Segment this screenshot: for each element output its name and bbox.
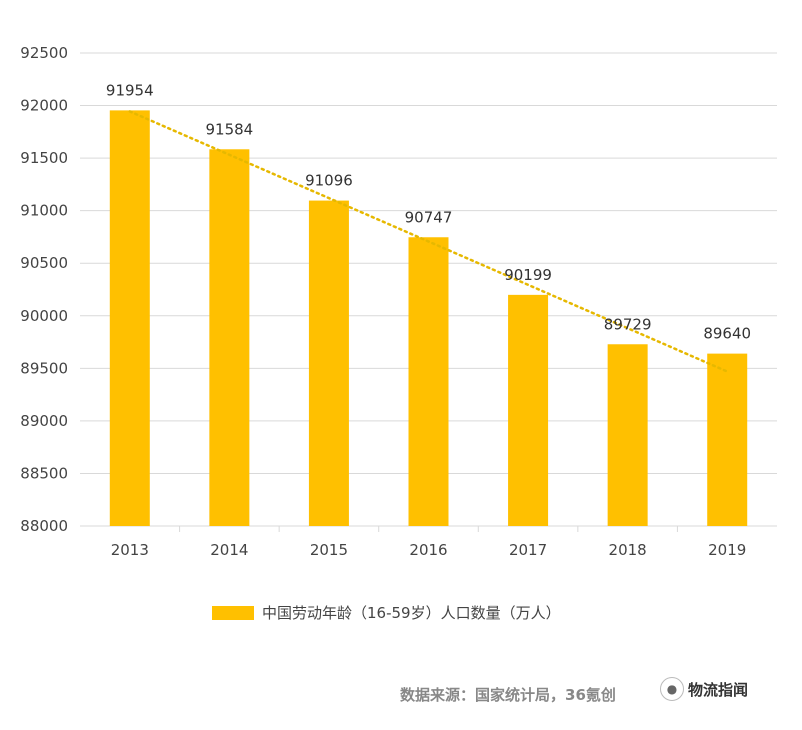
data-labels: 91954 91584 91096 90747 90199 89729 89640: [106, 81, 751, 342]
data-label: 90199: [504, 266, 552, 284]
y-tick-label: 89000: [20, 412, 68, 430]
y-tick-label: 90500: [20, 254, 68, 272]
chat-bubble-icon: ●: [660, 677, 684, 701]
x-tick-label: 2014: [210, 541, 248, 559]
data-label: 90747: [405, 208, 453, 226]
data-label: 91584: [205, 120, 253, 138]
y-tick-label: 92000: [20, 97, 68, 115]
bar: [508, 294, 549, 526]
watermark-text: 物流指闻: [688, 678, 749, 700]
data-label: 89729: [604, 315, 652, 333]
bar: [109, 110, 150, 527]
trendline-path: [128, 110, 729, 373]
x-tick-label: 2013: [111, 541, 149, 559]
y-tick-label: 88500: [20, 464, 68, 482]
x-tick-label: 2016: [409, 541, 447, 559]
y-tick-label: 91500: [20, 149, 68, 167]
x-axis-ticks: 2013 2014 2015 2016 2017 2018 2019: [111, 541, 747, 559]
bars: [109, 110, 748, 527]
watermark: ● 物流指闻: [660, 677, 749, 701]
bar-chart: 88000 88500 89000 89500 90000 90500 91000 91500…: [20, 44, 777, 559]
data-label: 91954: [106, 81, 154, 99]
data-label: 91096: [305, 172, 353, 190]
trendline: [128, 110, 729, 373]
data-label: 89640: [703, 325, 751, 343]
bar: [308, 200, 349, 527]
y-tick-label: 92500: [20, 44, 68, 62]
y-tick-label: 88000: [20, 517, 68, 535]
y-tick-label: 90000: [20, 307, 68, 325]
y-tick-label: 91000: [20, 202, 68, 220]
legend: 中国劳动年龄（16-59岁）人口数量（万人）: [212, 602, 561, 623]
source-note: 数据来源：国家统计局，36氪创: [400, 686, 616, 704]
x-tick-label: 2015: [310, 541, 348, 559]
legend-label: 中国劳动年龄（16-59岁）人口数量（万人）: [262, 604, 561, 622]
legend-swatch: [212, 605, 254, 620]
y-axis-ticks: 88000 88500 89000 89500 90000 90500 91000 91500…: [20, 44, 68, 535]
bar: [209, 149, 250, 526]
bar: [607, 344, 648, 526]
x-tick-label: 2019: [708, 541, 746, 559]
x-tick-label: 2018: [609, 541, 647, 559]
x-tick-label: 2017: [509, 541, 547, 559]
bar: [707, 353, 748, 526]
y-tick-label: 89500: [20, 359, 68, 377]
bar: [408, 237, 449, 527]
